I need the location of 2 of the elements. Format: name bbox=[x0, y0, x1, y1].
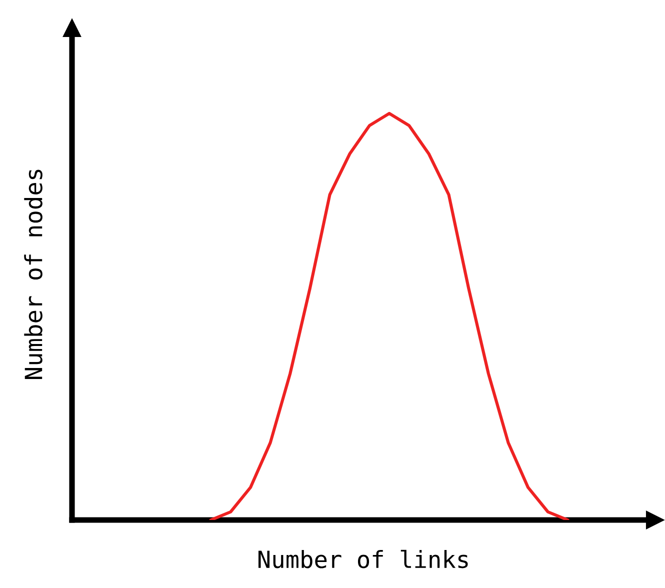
y-axis-title: Number of nodes bbox=[24, 170, 42, 380]
x-axis-title: Number of links bbox=[258, 550, 468, 568]
